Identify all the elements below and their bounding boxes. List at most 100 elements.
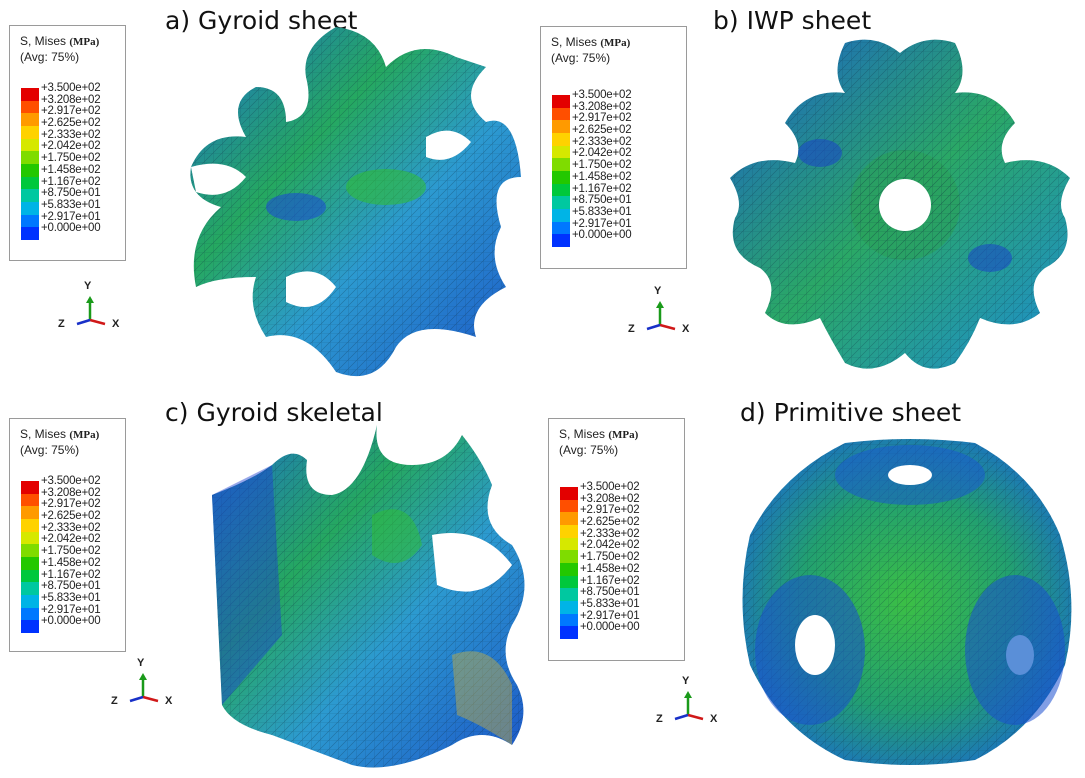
legend-color-band (560, 512, 578, 526)
legend-tick-label: +2.917e+01 (580, 609, 640, 622)
legend-tick-label: +2.333e+02 (580, 527, 640, 540)
legend-color-band (552, 196, 570, 210)
legend-color-band (21, 189, 39, 203)
legend-tick-labels: +3.500e+02 +3.208e+02 +2.917e+02 +2.625e+02… (580, 481, 640, 634)
legend-tick-label: +2.333e+02 (41, 521, 101, 534)
legend-tick-label: +2.042e+02 (41, 140, 101, 153)
legend-tick-label: +2.917e+02 (41, 105, 101, 118)
legend-tick-label: +3.208e+02 (41, 486, 101, 499)
axis-z-label: Z (628, 323, 635, 335)
panel-title: a) Gyroid sheet (165, 6, 358, 35)
stress-legend: S, Mises (MPa) (Avg: 75%) +3.500e+02 +3.2… (540, 26, 687, 269)
legend-tick-label: +2.917e+01 (572, 217, 632, 230)
axis-triad: Y Z X (108, 657, 198, 732)
panel-title: c) Gyroid skeletal (165, 398, 383, 427)
legend-tick-labels: +3.500e+02 +3.208e+02 +2.917e+02 +2.625e+02… (41, 82, 101, 235)
legend-color-band (552, 221, 570, 235)
legend-subtitle: (Avg: 75%) (551, 51, 611, 65)
legend-color-band (21, 126, 39, 139)
legend-color-band (21, 595, 39, 608)
legend-tick-label: +5.833e+01 (41, 198, 101, 211)
legend-title: S, Mises (MPa) (20, 34, 100, 48)
legend-title: S, Mises (MPa) (551, 35, 631, 49)
legend-tick-label: +1.167e+02 (41, 568, 101, 581)
legend-color-band (21, 544, 39, 558)
legend-tick-label: +2.042e+02 (572, 147, 632, 160)
legend-tick-labels: +3.500e+02 +3.208e+02 +2.917e+02 +2.625e+02… (41, 475, 101, 628)
legend-color-band (560, 601, 578, 614)
legend-tick-label: +2.333e+02 (572, 135, 632, 148)
axis-z-label: Z (111, 695, 118, 707)
legend-tick-label: +1.167e+02 (572, 182, 632, 195)
legend-color-band (21, 227, 39, 241)
legend-color-band (21, 481, 39, 494)
legend-subtitle: (Avg: 75%) (20, 50, 80, 64)
legend-color-band (21, 202, 39, 215)
legend-tick-label: +1.167e+02 (41, 175, 101, 188)
legend-tick-label: +1.458e+02 (41, 163, 101, 176)
legend-tick-label: +2.042e+02 (580, 539, 640, 552)
axis-triad-icon (76, 296, 106, 326)
legend-color-band (560, 499, 578, 513)
legend-color-band (560, 588, 578, 602)
axis-triad-icon (674, 691, 704, 721)
legend-color-band (21, 113, 39, 127)
legend-color-band (552, 107, 570, 121)
legend-tick-label: +3.208e+02 (580, 492, 640, 505)
legend-tick-label: +2.625e+02 (580, 516, 640, 529)
legend-color-band (560, 487, 578, 500)
legend-color-band (21, 176, 39, 190)
legend-color-band (552, 133, 570, 146)
legend-color-bar (21, 481, 39, 634)
legend-tick-label: +1.458e+02 (572, 170, 632, 183)
legend-tick-label: +8.750e+01 (580, 586, 640, 599)
legend-color-band (21, 138, 39, 152)
primitive-sheet-model (742, 439, 1072, 765)
legend-tick-label: +2.917e+02 (41, 498, 101, 511)
legend-color-band (21, 164, 39, 177)
axis-y-label: Y (654, 285, 662, 297)
stress-legend: S, Mises (MPa) (Avg: 75%) +3.500e+02 +3.2… (9, 25, 126, 261)
legend-color-band (560, 626, 578, 640)
legend-tick-label: +2.917e+02 (572, 112, 632, 125)
gyroid-sheet-model (190, 27, 521, 377)
legend-color-band (552, 171, 570, 184)
legend-tick-label: +3.208e+02 (572, 100, 632, 113)
legend-tick-label: +1.750e+02 (572, 159, 632, 172)
legend-color-band (21, 607, 39, 621)
iwp-sheet-model (730, 39, 1070, 369)
axis-y-label: Y (137, 657, 145, 669)
legend-tick-label: +3.500e+02 (41, 475, 101, 487)
legend-color-band (21, 557, 39, 570)
axis-triad-icon (646, 301, 676, 331)
legend-tick-label: +1.458e+02 (580, 562, 640, 575)
legend-color-band (21, 493, 39, 507)
legend-title: S, Mises (MPa) (20, 427, 100, 441)
panel-title: d) Primitive sheet (740, 398, 962, 427)
legend-color-band (552, 120, 570, 134)
legend-tick-label: +2.917e+01 (41, 210, 101, 223)
legend-color-band (552, 209, 570, 222)
legend-color-band (21, 88, 39, 101)
legend-color-band (560, 575, 578, 589)
legend-tick-label: +2.625e+02 (572, 124, 632, 137)
legend-tick-label: +5.833e+01 (572, 205, 632, 218)
axis-triad: Y Z X (55, 280, 145, 355)
legend-tick-label: +3.500e+02 (41, 82, 101, 94)
legend-color-band (21, 531, 39, 545)
legend-tick-labels: +3.500e+02 +3.208e+02 +2.917e+02 +2.625e+02… (572, 89, 632, 242)
legend-tick-label: +5.833e+01 (41, 591, 101, 604)
legend-tick-label: +2.917e+02 (580, 504, 640, 517)
legend-color-bar (560, 487, 578, 640)
legend-color-band (21, 519, 39, 532)
legend-tick-label: +5.833e+01 (580, 597, 640, 610)
legend-tick-label: +1.458e+02 (41, 556, 101, 569)
axis-x-label: X (710, 713, 718, 725)
legend-color-band (560, 563, 578, 576)
legend-tick-label: +0.000e+00 (572, 229, 632, 242)
legend-color-band (560, 537, 578, 551)
legend-tick-label: +2.333e+02 (41, 128, 101, 141)
axis-x-label: X (682, 323, 690, 335)
legend-tick-label: +1.750e+02 (41, 152, 101, 165)
legend-tick-label: +8.750e+01 (41, 187, 101, 200)
